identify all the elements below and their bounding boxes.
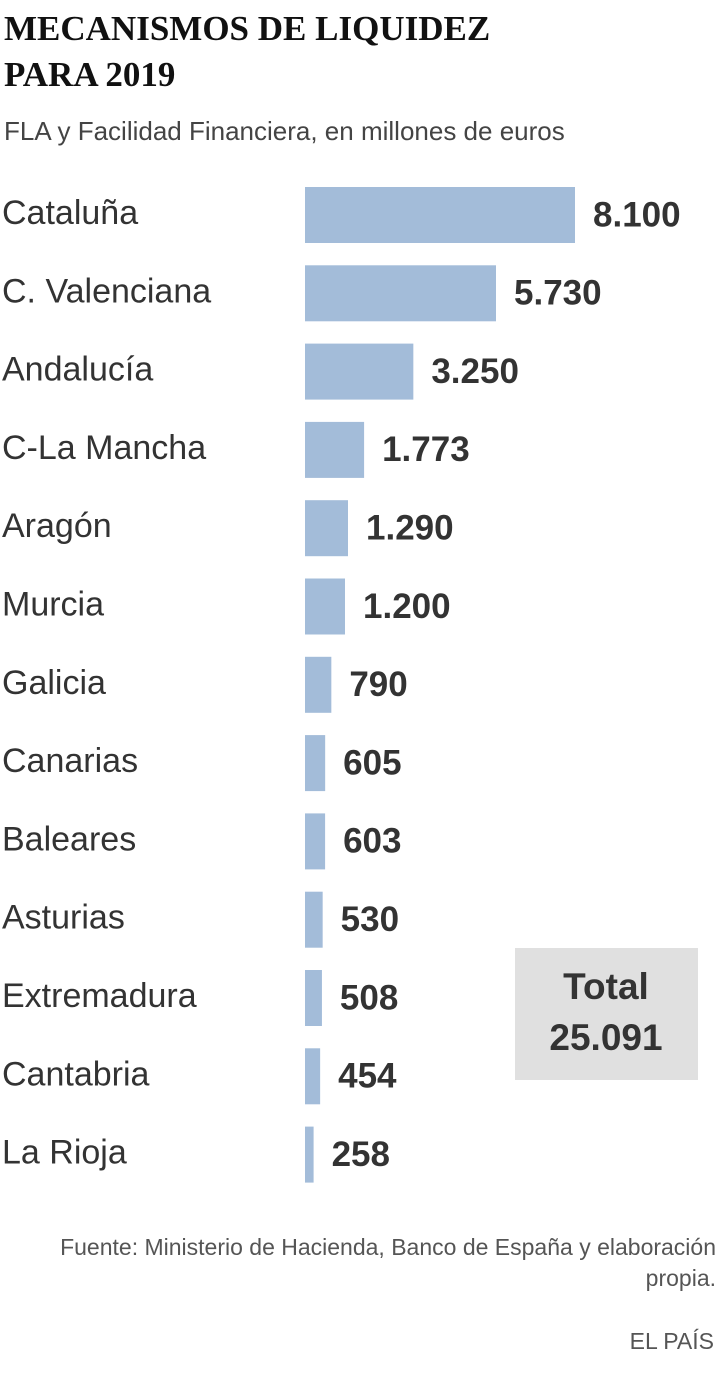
chart: Total 25.091 Cataluña 8.100 C. Valenciana 5… bbox=[2, 187, 698, 1183]
bar bbox=[305, 813, 326, 870]
category-label: La Rioja bbox=[2, 1134, 127, 1172]
value-label: 605 bbox=[343, 743, 401, 782]
bar bbox=[305, 421, 365, 478]
chart-title: MECANISMOS DE LIQUIDEZ PARA 2019 bbox=[4, 9, 491, 94]
bar bbox=[305, 1048, 321, 1105]
chart-subtitle: FLA y Facilidad Financiera, en millones … bbox=[4, 116, 565, 146]
value-label: 1.200 bbox=[363, 587, 451, 626]
total-box bbox=[515, 948, 698, 1080]
value-label: 1.773 bbox=[382, 430, 470, 469]
category-label: Aragón bbox=[2, 507, 112, 545]
total-value: 25.091 bbox=[549, 1017, 662, 1058]
category-label: Extremadura bbox=[2, 977, 197, 1015]
category-label: Cataluña bbox=[2, 194, 138, 232]
bar bbox=[305, 656, 332, 713]
category-label: Baleares bbox=[2, 820, 136, 858]
brand: EL PAÍS bbox=[629, 1328, 714, 1354]
source: Fuente: Ministerio de Hacienda, Banco de… bbox=[60, 1234, 716, 1291]
value-label: 5.730 bbox=[514, 274, 602, 313]
bar bbox=[305, 970, 322, 1026]
category-label: Canarias bbox=[2, 742, 138, 780]
category-label: Asturias bbox=[2, 899, 125, 937]
category-label: Cantabria bbox=[2, 1055, 150, 1093]
value-label: 454 bbox=[338, 1057, 397, 1096]
value-label: 790 bbox=[349, 665, 407, 704]
value-label: 603 bbox=[343, 822, 401, 861]
bar bbox=[305, 1126, 314, 1183]
bar bbox=[305, 343, 414, 400]
bar bbox=[305, 265, 496, 322]
value-label: 3.250 bbox=[431, 352, 519, 391]
value-label: 258 bbox=[332, 1135, 390, 1174]
bar bbox=[305, 500, 348, 557]
total-label: Total bbox=[563, 966, 649, 1007]
bar bbox=[305, 578, 345, 635]
value-label: 530 bbox=[341, 900, 399, 939]
value-label: 508 bbox=[340, 978, 398, 1017]
category-label: Murcia bbox=[2, 585, 104, 623]
value-label: 8.100 bbox=[593, 195, 681, 234]
category-label: Galicia bbox=[2, 664, 106, 702]
value-label: 1.290 bbox=[366, 508, 454, 547]
bar bbox=[305, 735, 326, 792]
bar bbox=[305, 891, 323, 948]
category-label: C-La Mancha bbox=[2, 429, 206, 467]
category-label: C. Valenciana bbox=[2, 272, 211, 310]
bar bbox=[305, 187, 575, 243]
category-label: Andalucía bbox=[2, 351, 153, 389]
